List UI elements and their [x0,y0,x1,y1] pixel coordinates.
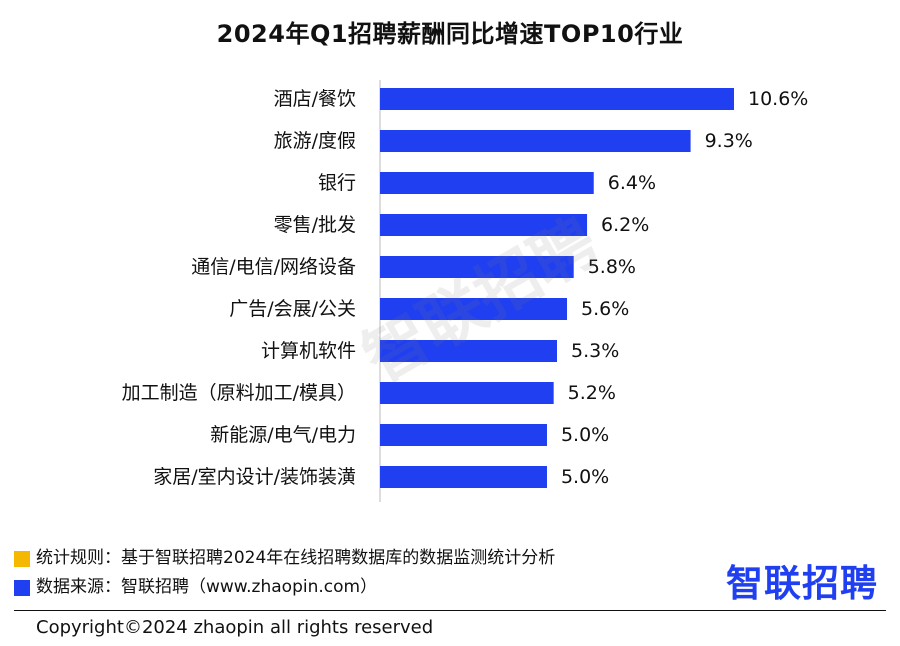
bar [380,466,547,488]
data-label: 6.4% [608,172,656,194]
bar [380,214,588,236]
bar [380,256,574,278]
rule-legend-swatch [14,550,30,567]
category-label: 通信/电信/网络设备 [191,256,356,278]
bar [380,298,568,320]
data-label: 5.6% [581,298,629,320]
category-label: 零售/批发 [274,214,356,236]
bar [380,172,594,194]
rule-note: 统计规则：基于智联招聘2024年在线招聘数据库的数据监测统计分析 [14,544,555,573]
bar [380,424,547,446]
copyright-text: Copyright©2024 zhaopin all rights reserv… [36,617,434,638]
bar [380,340,557,362]
category-label: 酒店/餐饮 [274,88,356,110]
category-label: 加工制造（原料加工/模具） [122,382,356,404]
data-label: 5.3% [571,340,619,362]
rule-note-text: 统计规则：基于智联招聘2024年在线招聘数据库的数据监测统计分析 [36,548,556,568]
data-label: 10.6% [748,88,808,110]
category-label: 新能源/电气/电力 [210,424,356,446]
data-label: 5.0% [561,466,609,488]
data-label: 6.2% [601,214,649,236]
source-legend-swatch [14,579,30,596]
bar-chart: 酒店/餐饮 10.6% 旅游/度假 9.3% 银行 6.4% 零售/批发 6.2% 通信/电信/… [122,80,808,502]
chart-notes: 统计规则：基于智联招聘2024年在线招聘数据库的数据监测统计分析 数据来源：智联… [14,544,555,602]
source-note-text: 数据来源：智联招聘（www.zhaopin.com） [36,577,378,597]
bar [380,88,734,110]
category-label: 广告/会展/公关 [229,298,356,320]
category-label: 银行 [318,172,356,194]
data-label: 5.0% [561,424,609,446]
footer-divider [14,610,886,611]
data-label: 5.2% [568,382,616,404]
category-label: 家居/室内设计/装饰装潢 [153,466,356,488]
data-label: 9.3% [705,130,753,152]
bar [380,130,691,152]
source-note: 数据来源：智联招聘（www.zhaopin.com） [14,573,555,602]
zhaopin-logo: 智联招聘 [726,562,878,605]
category-label: 计算机软件 [261,340,356,362]
chart-title: 2024年Q1招聘薪酬同比增速TOP10行业 [216,20,684,48]
category-label: 旅游/度假 [274,130,356,152]
data-label: 5.8% [588,256,636,278]
bar [380,382,554,404]
